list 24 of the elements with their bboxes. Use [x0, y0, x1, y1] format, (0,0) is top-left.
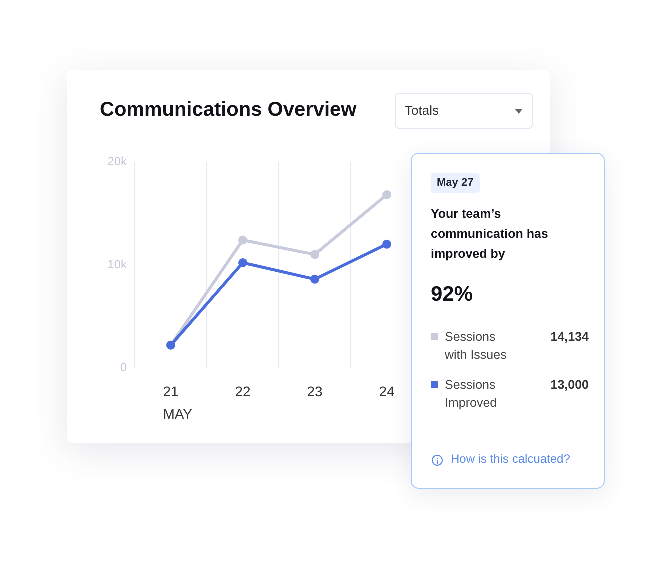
- chart-title: Communications Overview: [100, 99, 357, 122]
- x-tick-label: 23: [307, 383, 323, 400]
- y-tick-label: 20k: [108, 154, 128, 168]
- dropdown-field: Totals: [395, 93, 533, 129]
- text: May 27: [431, 173, 480, 193]
- point: [310, 274, 320, 284]
- text: How is this calcuated?: [451, 452, 570, 466]
- point: [238, 258, 248, 268]
- x-tick-label: 24: [379, 383, 395, 400]
- text: 92%: [431, 283, 474, 307]
- legend-label: Sessions with Issues: [445, 329, 508, 364]
- text: Your team’s communication has improved by: [431, 206, 550, 263]
- y-tick-label: 0: [120, 360, 128, 374]
- x-tick-label: 22: [235, 383, 251, 400]
- point: [238, 236, 248, 245]
- y-tick-label: 10k: [108, 257, 128, 272]
- legend-label: Sessions Improved: [445, 377, 498, 412]
- point: [382, 240, 392, 249]
- x-axis-title: MAY: [163, 406, 194, 422]
- point: [382, 190, 392, 200]
- point: [310, 250, 320, 260]
- text: 13,000: [550, 377, 589, 394]
- x-tick-label: 21: [163, 383, 179, 400]
- text: 14,134: [550, 329, 589, 346]
